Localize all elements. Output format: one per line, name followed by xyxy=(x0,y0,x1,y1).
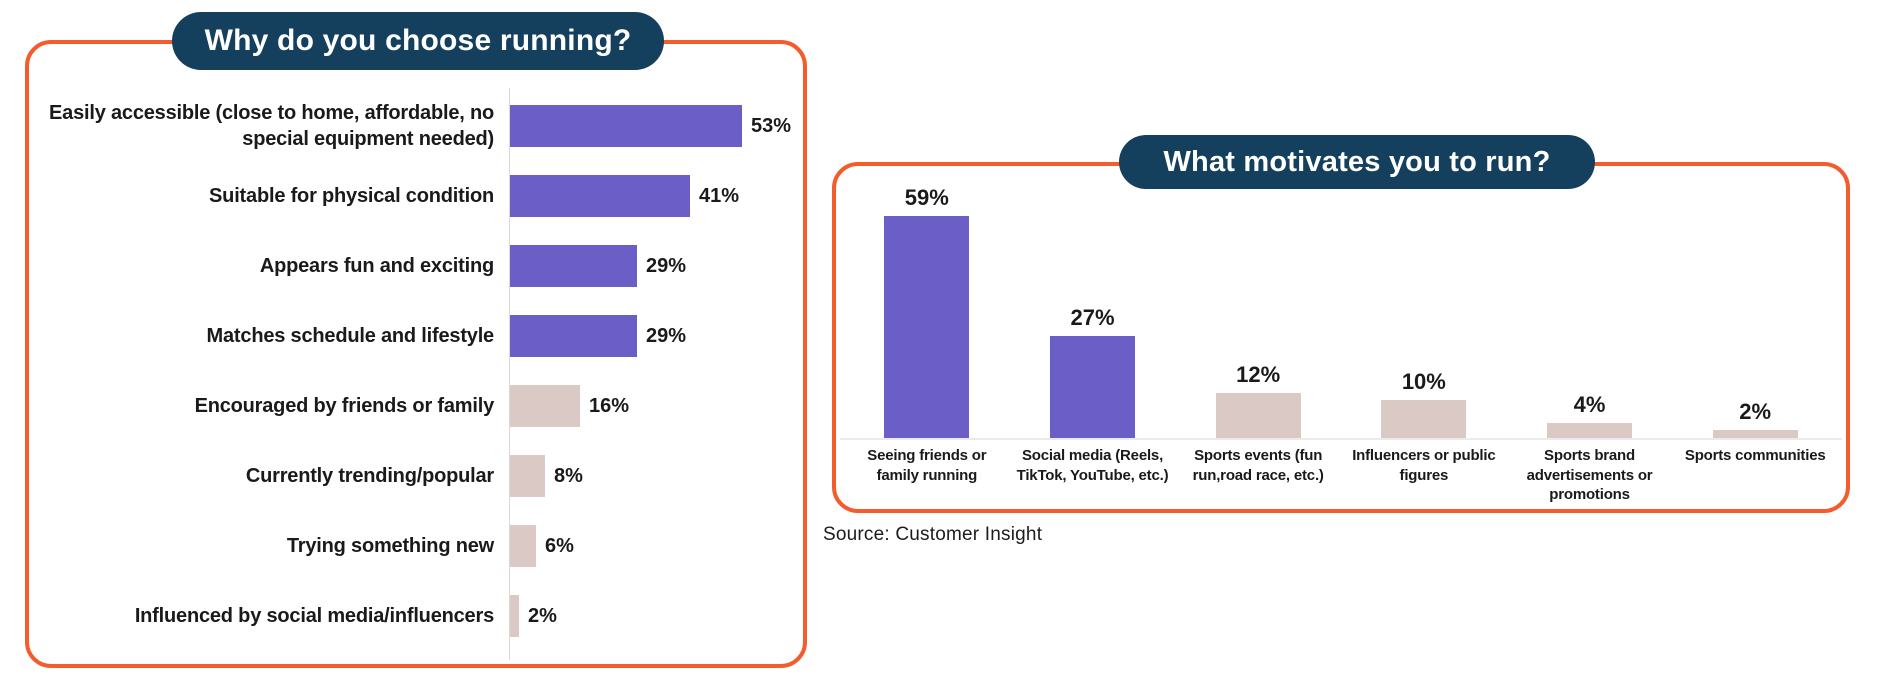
value-label: 41% xyxy=(699,184,740,207)
value-label: 27% xyxy=(1070,305,1115,330)
vbar-area: 59% xyxy=(884,166,970,438)
left-chart-panel: Why do you choose running? Easily access… xyxy=(25,12,807,668)
value-label: 53% xyxy=(751,114,792,137)
category-label: Encouraged by friends or family xyxy=(194,395,495,417)
vbar-column: 27% Social media (Reels, TikTok, YouTube,… xyxy=(1010,166,1176,509)
category-label: Matches schedule and lifestyle xyxy=(206,325,495,347)
vbar-column: 4% Sports brand advertisements or promoti… xyxy=(1507,166,1673,509)
category-label: Easily accessible (close to home, afford… xyxy=(49,102,494,150)
bar xyxy=(1050,336,1135,438)
category-label: Seeing friends or family running xyxy=(867,447,987,484)
vbar-area: 27% xyxy=(1050,166,1135,438)
value-label: 29% xyxy=(646,254,687,277)
bar xyxy=(1381,400,1467,438)
category-label: Social media (Reels, TikTok, YouTube, et… xyxy=(1016,447,1169,484)
value-label: 59% xyxy=(904,185,949,210)
category-label: Currently trending/popular xyxy=(245,465,494,487)
category-label: Sports communities xyxy=(1684,447,1826,464)
value-label: 2% xyxy=(1739,399,1772,424)
value-label: 12% xyxy=(1236,362,1281,387)
right-chart-panel: What motivates you to run? 59% Seeing fri… xyxy=(832,135,1850,513)
bar xyxy=(510,105,742,147)
value-label: 6% xyxy=(545,534,574,557)
vbar-area: 4% xyxy=(1547,166,1633,438)
vbar-column: 12% Sports events (fun run,road race, etc… xyxy=(1175,166,1341,509)
value-label: 29% xyxy=(646,324,687,347)
left-chart-plot: Easily accessible (close to home, afford… xyxy=(44,91,793,651)
category-label: Sports brand advertisements or promotion… xyxy=(1526,447,1653,503)
bar xyxy=(510,595,519,637)
value-label: 2% xyxy=(528,604,557,627)
bar xyxy=(1215,393,1301,438)
left-chart-axis-line xyxy=(509,88,510,660)
hbar-row: Influenced by social media/influencers 2% xyxy=(44,581,793,651)
left-chart-title-text: Why do you choose running? xyxy=(204,24,632,57)
bar xyxy=(510,245,637,287)
right-chart-baseline xyxy=(840,438,1842,440)
value-label: 10% xyxy=(1401,369,1446,394)
bar xyxy=(510,315,637,357)
bar xyxy=(510,525,536,567)
bar xyxy=(884,216,970,438)
value-label: 16% xyxy=(589,394,630,417)
left-chart-title: Why do you choose running? xyxy=(172,12,664,70)
hbar-row: Encouraged by friends or family 16% xyxy=(44,371,793,441)
hbar-row: Trying something new 6% xyxy=(44,511,793,581)
bar xyxy=(510,385,580,427)
right-chart-title: What motivates you to run? xyxy=(1119,135,1595,189)
hbar-row: Appears fun and exciting 29% xyxy=(44,231,793,301)
hbar-row: Matches schedule and lifestyle 29% xyxy=(44,301,793,371)
right-chart-plot: 59% Seeing friends or family running 27% So… xyxy=(844,166,1838,509)
vbar-area: 10% xyxy=(1381,166,1467,438)
category-label: Sports events (fun run,road race, etc.) xyxy=(1192,447,1324,484)
vbar-column: 10% Influencers or public figures xyxy=(1341,166,1507,509)
category-label: Influencers or public figures xyxy=(1352,447,1496,484)
right-chart-title-text: What motivates you to run? xyxy=(1163,145,1551,178)
bar xyxy=(1712,430,1798,438)
vbar-column: 59% Seeing friends or family running xyxy=(844,166,1010,509)
vbar-area: 2% xyxy=(1712,166,1798,438)
bar xyxy=(510,455,545,497)
value-label: 8% xyxy=(554,464,583,487)
source-note: Source: Customer Insight xyxy=(823,524,1043,545)
category-label: Influenced by social media/influencers xyxy=(134,605,494,627)
hbar-row: Suitable for physical condition 41% xyxy=(44,161,793,231)
category-label: Trying something new xyxy=(286,535,494,557)
hbar-row: Easily accessible (close to home, afford… xyxy=(44,91,793,161)
bar xyxy=(1547,423,1633,438)
vbar-column: 2% Sports communities xyxy=(1672,166,1838,509)
category-label: Suitable for physical condition xyxy=(209,185,494,207)
vbar-area: 12% xyxy=(1215,166,1301,438)
bar xyxy=(510,175,690,217)
hbar-row: Currently trending/popular 8% xyxy=(44,441,793,511)
category-label: Appears fun and exciting xyxy=(259,255,494,277)
value-label: 4% xyxy=(1573,392,1606,417)
